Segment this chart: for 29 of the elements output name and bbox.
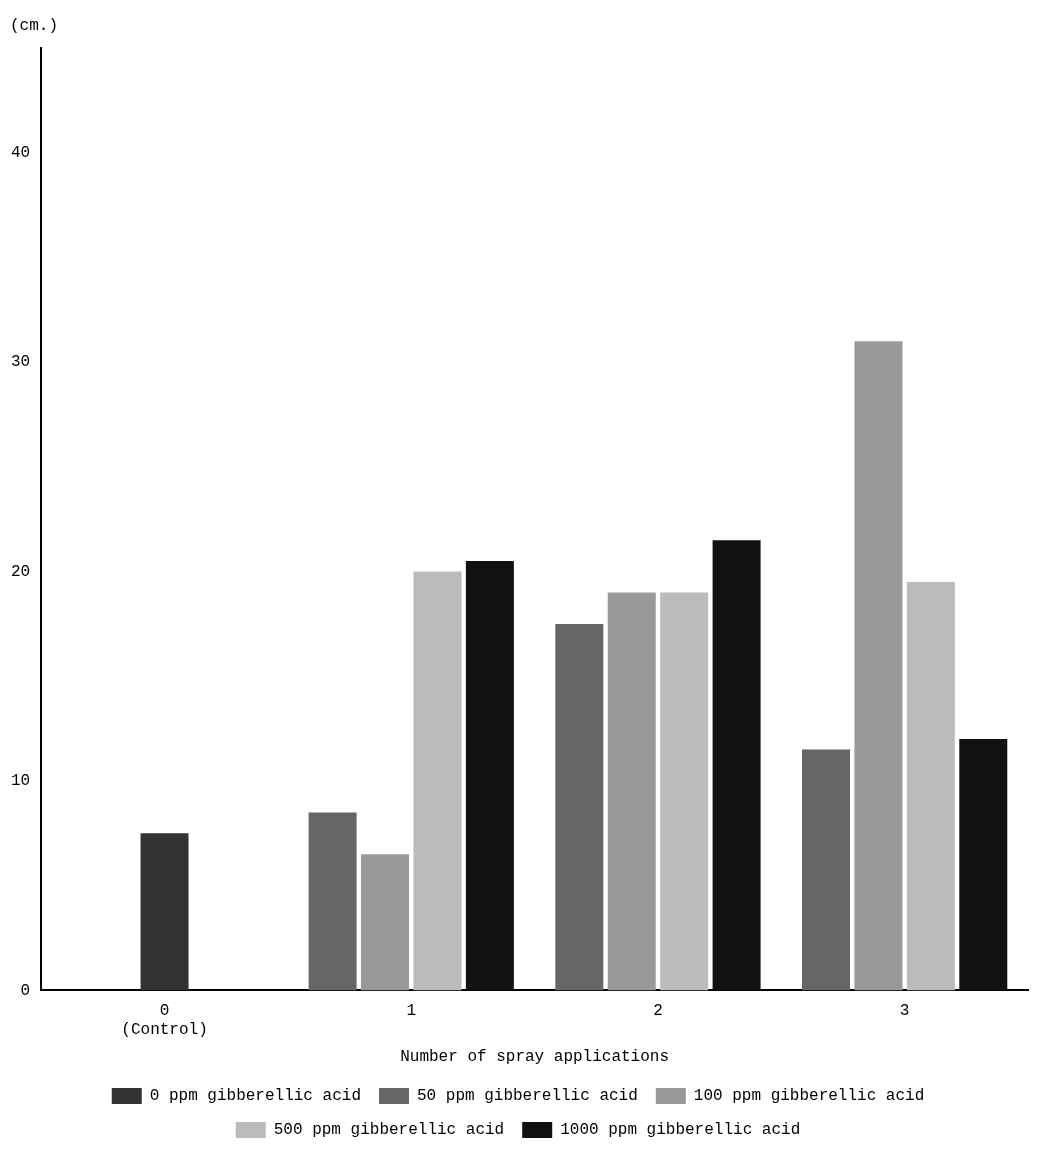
x-axis-title: Number of spray applications <box>400 1047 670 1066</box>
legend-label: 500 ppm gibberellic acid <box>273 1121 505 1140</box>
bar <box>308 812 357 991</box>
x-tick-label: 0 (Control) <box>121 1002 208 1040</box>
x-tick-label: 2 <box>653 1002 663 1021</box>
y-tick-label: 20 <box>11 562 31 581</box>
bar <box>607 592 656 991</box>
bar <box>906 582 955 991</box>
bar <box>413 571 462 991</box>
legend-label: 100 ppm gibberellic acid <box>693 1087 925 1106</box>
legend-label: 1000 ppm gibberellic acid <box>560 1121 801 1140</box>
bar <box>959 739 1008 991</box>
bar <box>140 833 189 991</box>
bar <box>660 592 709 991</box>
bar <box>555 623 604 991</box>
legend-label: 0 ppm gibberellic acid <box>149 1087 361 1106</box>
legend-label: 50 ppm gibberellic acid <box>416 1087 638 1106</box>
bar <box>854 341 903 991</box>
bar <box>712 540 761 991</box>
bar <box>802 749 851 991</box>
x-tick-label: 3 <box>899 1002 910 1021</box>
x-tick-label: 1 <box>406 1002 417 1021</box>
y-tick-label: 40 <box>11 143 31 162</box>
y-tick-label: 10 <box>11 772 31 791</box>
y-tick-label: 0 <box>20 981 31 1000</box>
bar <box>361 854 410 991</box>
y-axis-title: (cm.) <box>10 17 59 36</box>
bar <box>465 561 514 991</box>
y-tick-label: 30 <box>11 353 31 372</box>
